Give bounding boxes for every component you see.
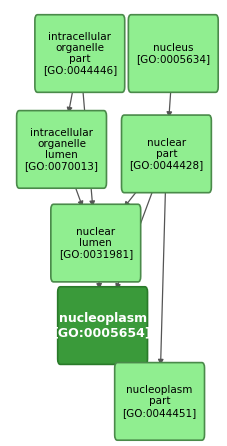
Text: nucleus
[GO:0005634]: nucleus [GO:0005634]: [136, 43, 210, 64]
Text: nucleoplasm
[GO:0005654]: nucleoplasm [GO:0005654]: [53, 312, 151, 339]
FancyBboxPatch shape: [114, 363, 204, 440]
Text: intracellular
organelle
lumen
[GO:0070013]: intracellular organelle lumen [GO:007001…: [25, 128, 98, 171]
Text: nuclear
lumen
[GO:0031981]: nuclear lumen [GO:0031981]: [58, 227, 132, 259]
FancyBboxPatch shape: [57, 287, 147, 364]
Text: nuclear
part
[GO:0044428]: nuclear part [GO:0044428]: [129, 138, 203, 170]
Text: intracellular
organelle
part
[GO:0044446]: intracellular organelle part [GO:0044446…: [42, 32, 116, 75]
FancyBboxPatch shape: [121, 115, 210, 193]
Text: nucleoplasm
part
[GO:0044451]: nucleoplasm part [GO:0044451]: [122, 385, 196, 417]
FancyBboxPatch shape: [17, 111, 106, 188]
FancyBboxPatch shape: [35, 15, 124, 92]
FancyBboxPatch shape: [128, 15, 217, 92]
FancyBboxPatch shape: [51, 204, 140, 282]
